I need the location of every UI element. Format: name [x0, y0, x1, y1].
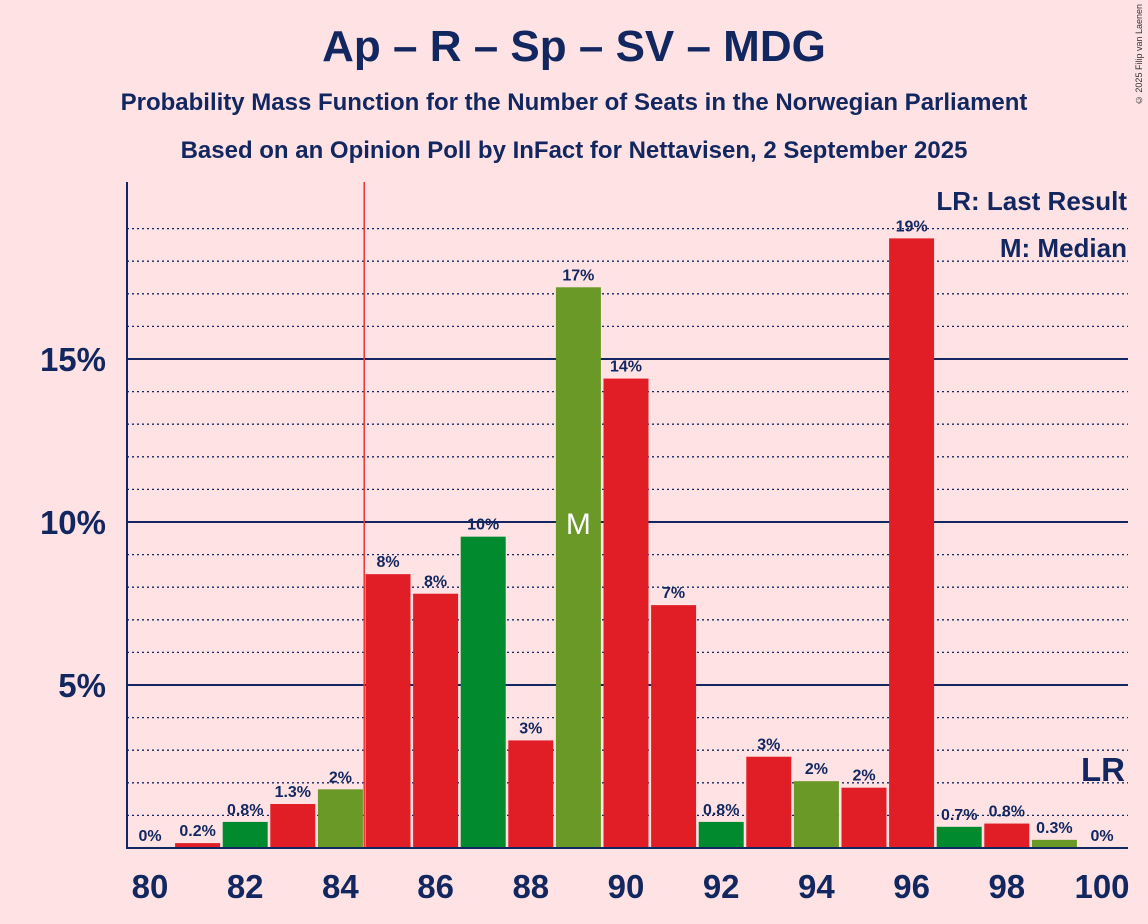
y-tick-label: 15%	[40, 341, 106, 378]
bar-85	[365, 574, 411, 848]
x-tick-label-90: 90	[608, 868, 645, 905]
x-tick-label-100: 100	[1074, 868, 1129, 905]
bar-91	[651, 605, 697, 848]
bar-88	[508, 740, 554, 848]
x-tick-label-82: 82	[227, 868, 264, 905]
bar-82	[222, 821, 268, 848]
data-label-81: 0.2%	[179, 823, 215, 840]
bar-97	[936, 826, 982, 848]
data-label-94: 2%	[805, 761, 828, 778]
bar-92	[698, 821, 744, 848]
x-tick-label-86: 86	[417, 868, 454, 905]
lr-label: LR	[1081, 751, 1125, 788]
bar-89	[555, 287, 601, 848]
bar-96	[889, 238, 935, 848]
x-tick-label-96: 96	[893, 868, 930, 905]
data-label-95: 2%	[852, 768, 875, 785]
bar-86	[413, 593, 459, 848]
bar-98	[984, 823, 1030, 848]
data-label-96: 19%	[896, 218, 928, 235]
bar-90	[603, 378, 649, 848]
bar-84	[317, 789, 363, 848]
data-label-83: 1.3%	[275, 784, 311, 801]
bar-95	[841, 787, 887, 848]
data-label-97: 0.7%	[941, 807, 977, 824]
legend-last-result: LR: Last Result	[936, 186, 1127, 216]
x-tick-label-98: 98	[988, 868, 1025, 905]
bar-81	[175, 843, 221, 848]
legend-median: M: Median	[1000, 233, 1127, 263]
data-label-93: 3%	[757, 737, 780, 754]
chart-subtitle-1: Probability Mass Function for the Number…	[120, 89, 1028, 116]
median-marker: M	[566, 508, 591, 541]
bar-99	[1031, 839, 1077, 848]
x-tick-label-80: 80	[132, 868, 169, 905]
chart-title: Ap – R – Sp – SV – MDG	[322, 22, 826, 71]
data-label-91: 7%	[662, 585, 685, 602]
data-label-84: 2%	[329, 769, 352, 786]
x-tick-label-92: 92	[703, 868, 740, 905]
data-label-89: 17%	[562, 267, 594, 284]
bar-83	[270, 803, 316, 848]
data-label-82: 0.8%	[227, 802, 263, 819]
data-label-98: 0.8%	[989, 804, 1025, 821]
data-label-88: 3%	[519, 720, 542, 737]
data-label-92: 0.8%	[703, 802, 739, 819]
y-tick-label: 10%	[40, 504, 106, 541]
x-tick-label-94: 94	[798, 868, 835, 905]
data-label-99: 0.3%	[1036, 820, 1072, 837]
bar-94	[793, 781, 839, 848]
y-tick-label: 5%	[58, 667, 106, 704]
bar-87	[460, 536, 506, 848]
data-label-80: 0%	[138, 828, 161, 845]
data-label-86: 8%	[424, 574, 447, 591]
x-tick-label-84: 84	[322, 868, 359, 905]
data-label-85: 8%	[376, 554, 399, 571]
chart-subtitle-2: Based on an Opinion Poll by InFact for N…	[180, 137, 968, 164]
bar-93	[746, 756, 792, 848]
x-tick-label-88: 88	[512, 868, 549, 905]
data-label-87: 10%	[467, 517, 499, 534]
data-label-90: 14%	[610, 359, 642, 376]
data-label-100: 0%	[1090, 828, 1113, 845]
